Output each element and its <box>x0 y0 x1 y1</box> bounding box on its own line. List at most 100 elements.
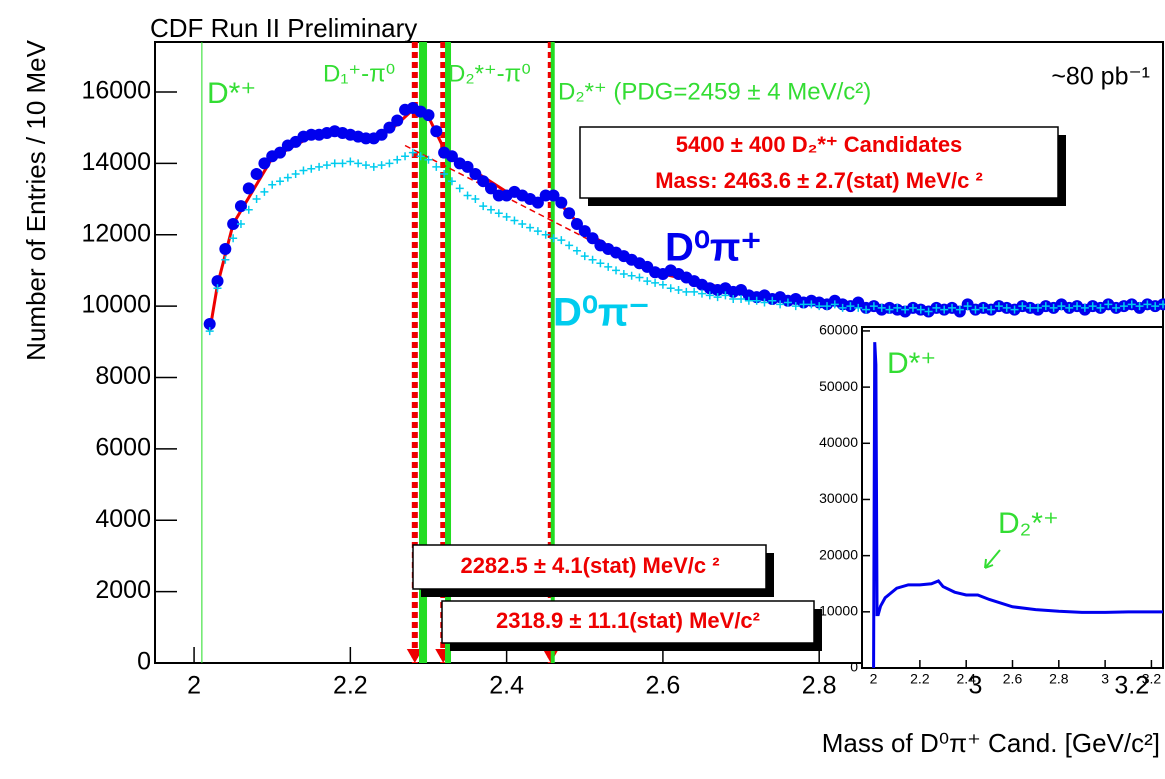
y-tick-label: 10000 <box>81 291 151 319</box>
y-tick-label: 0 <box>850 659 858 675</box>
data-point <box>1002 303 1011 312</box>
annotation: ~80 pb⁻¹ <box>1051 63 1150 91</box>
data-point <box>385 159 394 168</box>
data-point <box>963 302 972 311</box>
data-point <box>744 296 753 305</box>
data-point <box>276 177 285 186</box>
data-point <box>955 305 964 314</box>
data-point <box>940 305 949 314</box>
data-point <box>252 195 261 204</box>
data-point <box>580 252 589 261</box>
data-point <box>604 262 613 271</box>
inset-arrow <box>984 549 1001 569</box>
x-axis-label: Mass of D⁰π⁺ Cand. [GeV/c²] <box>822 728 1160 758</box>
data-point <box>658 280 667 289</box>
y-tick-label: 14000 <box>81 148 151 176</box>
data-point <box>274 146 287 159</box>
data-point <box>502 212 511 221</box>
data-point <box>682 287 691 296</box>
x-tick-label: 3 <box>1101 671 1109 687</box>
data-point <box>979 303 988 312</box>
x-tick-label: 2.6 <box>646 672 681 700</box>
data-point <box>994 302 1003 311</box>
data-point <box>729 294 738 303</box>
data-point <box>596 259 605 268</box>
data-point <box>752 296 761 305</box>
data-point <box>1026 303 1035 312</box>
data-point <box>391 114 404 127</box>
annotation: D*⁺ <box>887 347 936 380</box>
data-point <box>697 289 706 298</box>
data-point <box>838 303 847 312</box>
data-point <box>737 294 746 303</box>
data-point <box>469 168 482 181</box>
data-point <box>776 300 785 309</box>
data-point <box>229 234 238 243</box>
data-point <box>555 196 568 209</box>
data-point <box>1018 302 1027 311</box>
data-point <box>1033 303 1042 312</box>
data-point <box>1080 303 1089 312</box>
data-point <box>1065 303 1074 312</box>
data-point <box>416 152 425 161</box>
data-point <box>221 255 230 264</box>
annotation: D⁰π⁻ <box>553 291 650 335</box>
data-point <box>361 161 370 170</box>
data-point <box>1119 302 1128 311</box>
data-point <box>447 177 456 186</box>
x-tick-label: 2 <box>187 672 201 700</box>
data-point <box>791 302 800 311</box>
data-point <box>885 305 894 314</box>
data-point <box>1127 300 1136 309</box>
data-point <box>846 302 855 311</box>
data-point <box>541 230 550 239</box>
data-point <box>377 161 386 170</box>
data-point <box>1135 302 1144 311</box>
data-point <box>430 125 443 138</box>
annotation: D₂*⁺ (PDG=2459 ± 4 MeV/c²) <box>558 78 871 105</box>
data-point <box>250 168 263 181</box>
data-point <box>518 220 527 229</box>
data-point <box>783 298 792 307</box>
x-tick-label: 3 <box>969 672 983 700</box>
data-point <box>713 293 722 302</box>
data-point <box>830 300 839 309</box>
data-point <box>440 170 449 179</box>
data-point <box>510 216 519 225</box>
data-point <box>799 300 808 309</box>
data-point <box>485 182 497 195</box>
x-tick-label: 2.2 <box>333 672 368 700</box>
data-point <box>1049 303 1058 312</box>
data-point <box>651 278 660 287</box>
data-point <box>479 202 488 211</box>
data-point <box>721 291 730 300</box>
data-point <box>815 302 824 311</box>
data-point <box>533 227 542 236</box>
annotation: D*⁺ <box>207 77 256 110</box>
data-point <box>643 277 652 286</box>
data-point <box>1041 302 1050 311</box>
data-point <box>563 207 576 220</box>
x-tick-label: 2.6 <box>1003 671 1023 687</box>
data-point <box>477 175 490 188</box>
data-point <box>760 298 769 307</box>
x-tick-label: 3.2 <box>1142 671 1162 687</box>
data-point <box>369 162 378 171</box>
data-point <box>531 196 544 209</box>
data-point <box>705 291 714 300</box>
data-point <box>463 191 472 200</box>
data-point <box>635 273 644 282</box>
data-point <box>219 243 232 255</box>
y-tick-label: 60000 <box>819 322 858 338</box>
data-point <box>354 159 363 168</box>
x-tick-label: 3.2 <box>1114 672 1149 700</box>
text-box <box>579 126 1059 199</box>
data-point <box>1159 300 1165 309</box>
annotation: D⁰π⁺ <box>665 226 762 270</box>
data-point <box>203 317 216 330</box>
y-tick-label: 40000 <box>819 434 858 450</box>
data-point <box>213 284 222 293</box>
data-point <box>690 287 699 296</box>
data-point <box>877 303 886 312</box>
data-point <box>869 302 878 311</box>
